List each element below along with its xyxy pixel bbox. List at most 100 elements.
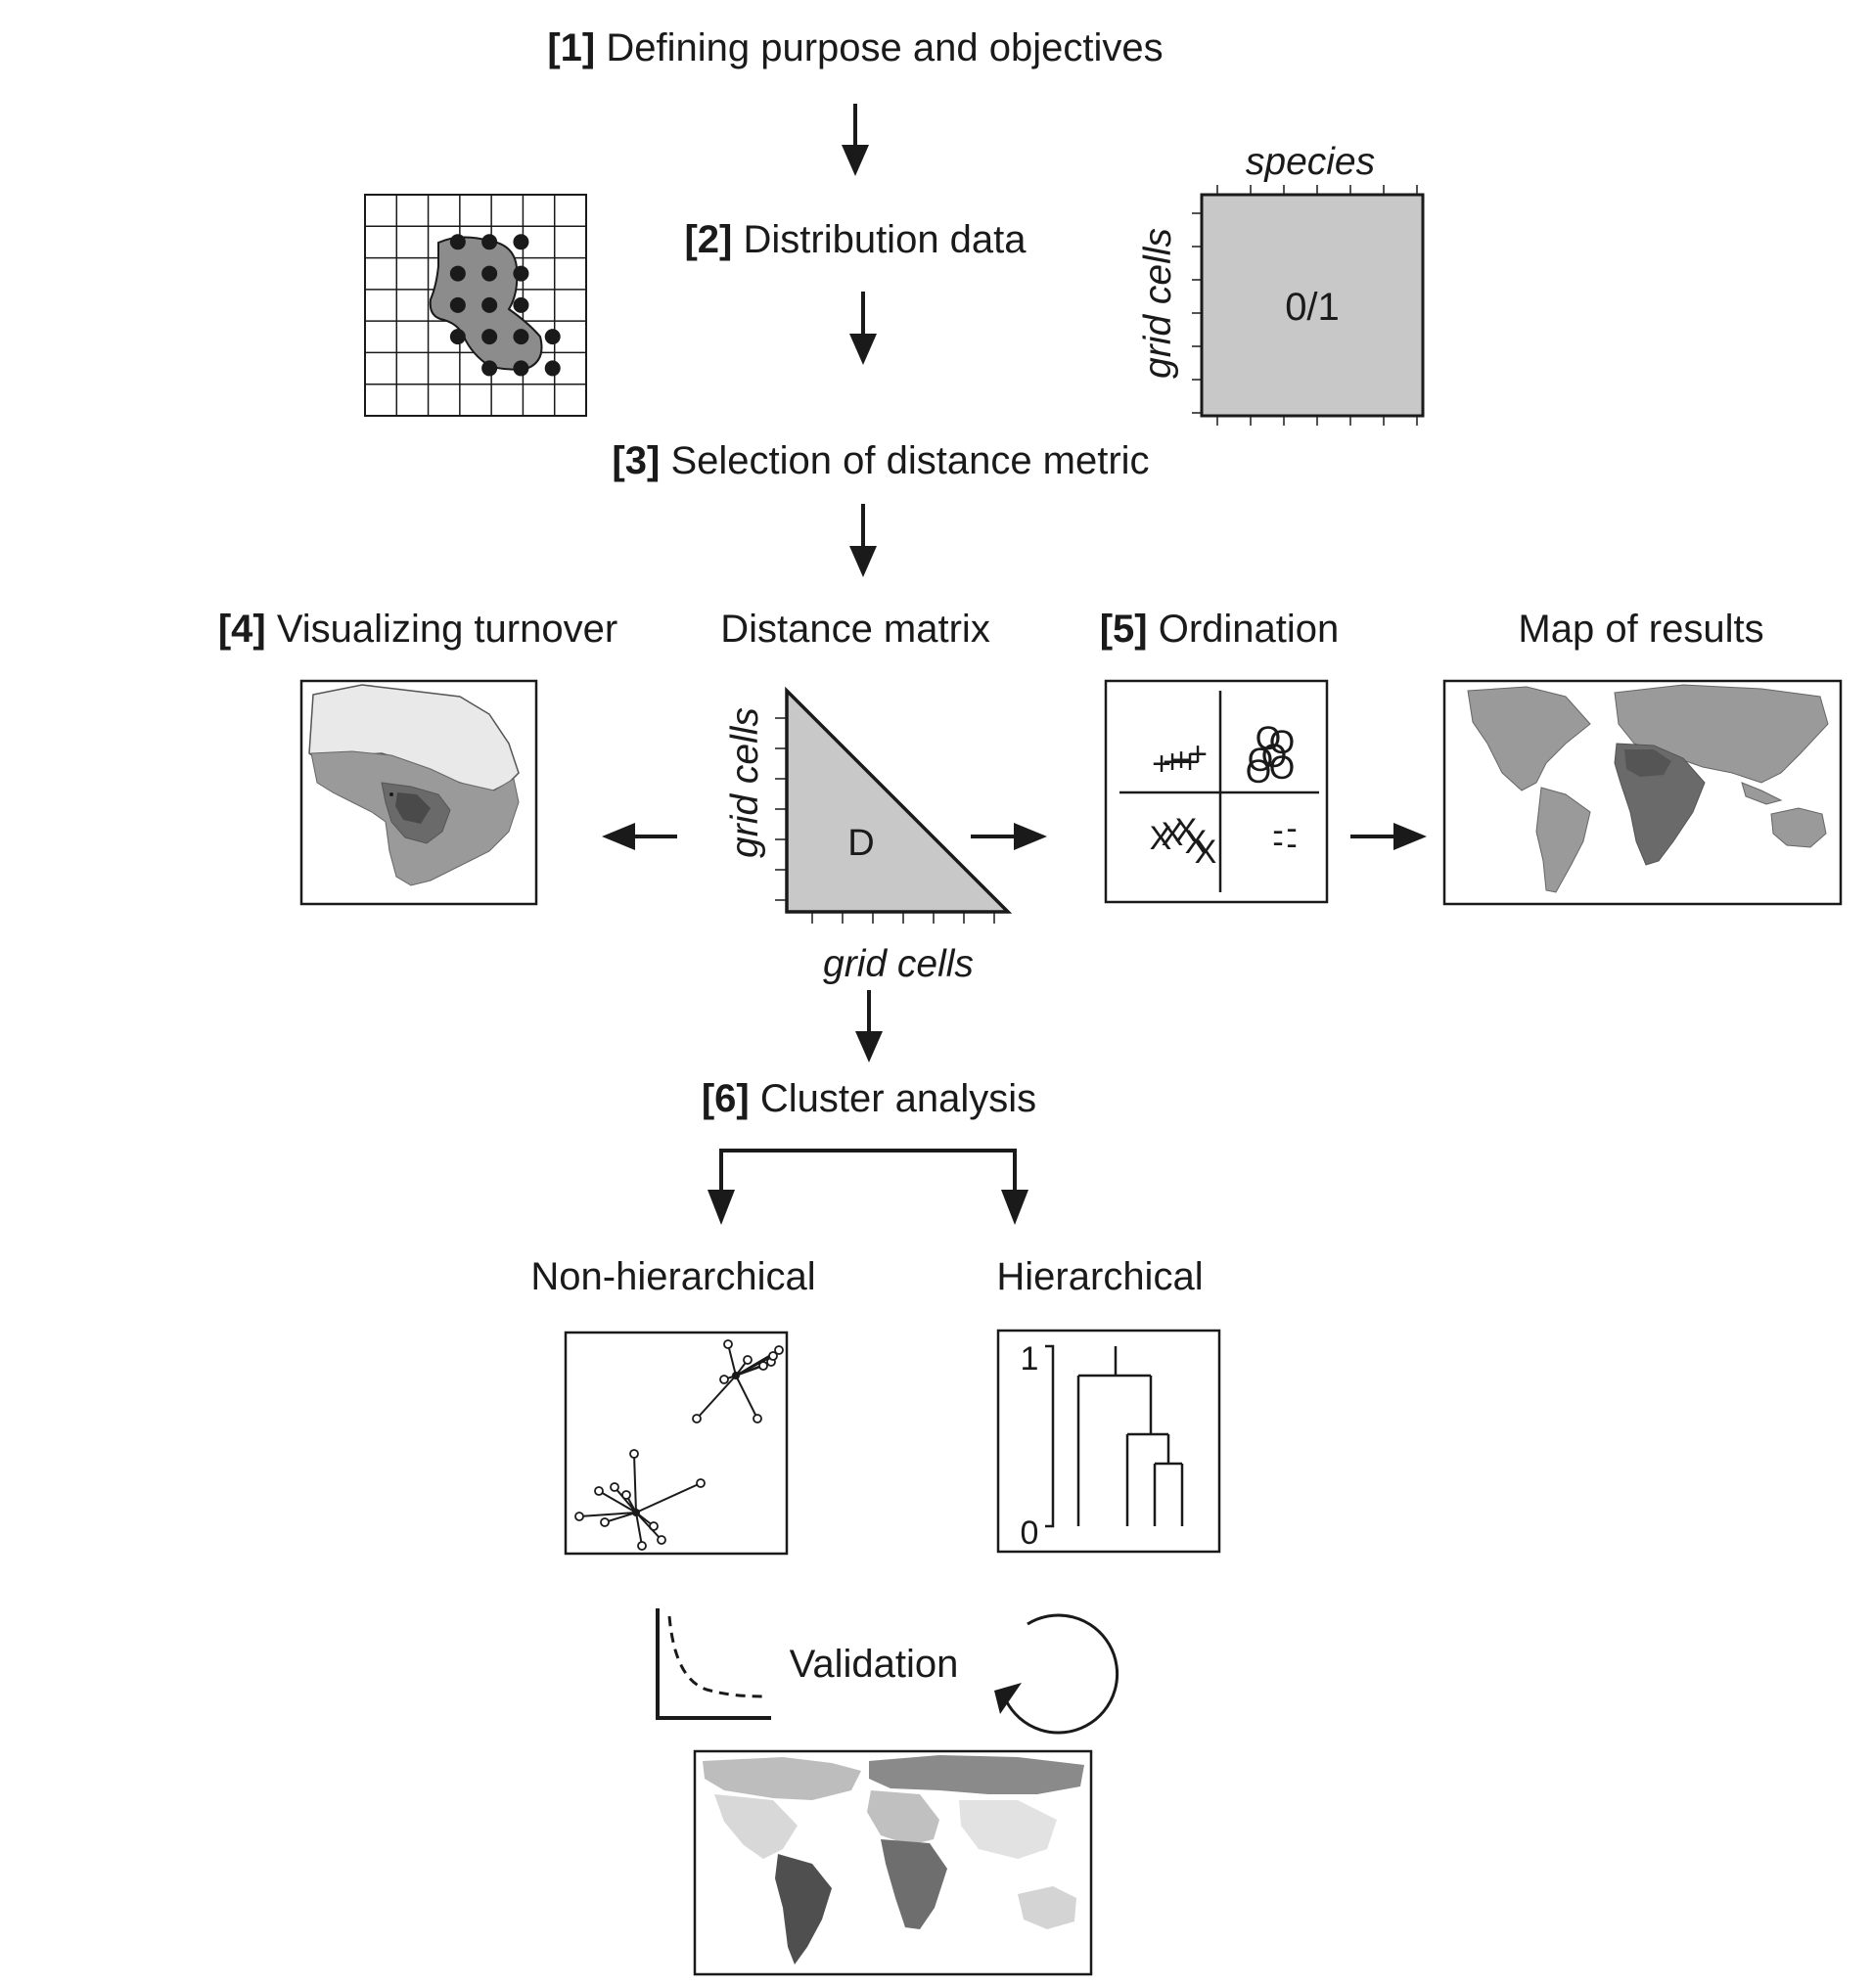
world-map-clusters	[693, 1749, 1093, 1976]
ordination-marker: O	[1269, 724, 1295, 761]
ordination-marker: O	[1246, 753, 1271, 791]
cluster-link	[578, 1512, 637, 1517]
ordination-marker: X	[1185, 824, 1208, 861]
distance-matrix-panel: grid cells D grid cells	[724, 686, 1013, 985]
ordination-marker: +	[1163, 744, 1182, 781]
distance-matrix-label: Distance matrix	[720, 608, 990, 651]
occurrence-dot	[449, 329, 466, 345]
ordination-marker: -	[1286, 810, 1297, 847]
distance-column-axis-label: grid cells	[823, 943, 974, 985]
step-4-title: [4] Visualizing turnover	[218, 608, 617, 651]
ordination-marker: -	[1272, 824, 1283, 861]
occurrence-dot	[544, 360, 561, 377]
ordination-marker: O	[1256, 720, 1281, 757]
cluster-link	[735, 1375, 758, 1420]
occurrence-dot	[513, 360, 529, 377]
arrow-split-bracket	[708, 1149, 1028, 1225]
arrow-step5-to-map	[1350, 823, 1427, 850]
occurrence-dot	[513, 296, 529, 313]
cluster-member	[768, 1351, 778, 1361]
step-3-title: [3] Selection of distance metric	[612, 439, 1149, 482]
distance-matrix-value: D	[847, 823, 874, 864]
ordination-marker: +	[1180, 744, 1200, 781]
dendrogram-ytick-bottom: 0	[1021, 1514, 1039, 1552]
cluster-link	[735, 1355, 774, 1377]
distance-matrix-ticks	[775, 717, 995, 924]
map-of-results-label: Map of results	[1518, 608, 1763, 651]
presence-matrix-box	[1200, 193, 1425, 418]
cluster-member	[723, 1339, 733, 1349]
validation-label: Validation	[790, 1643, 959, 1686]
hierarchical-label: Hierarchical	[996, 1255, 1203, 1298]
presence-row-axis-label: grid cells	[1137, 228, 1179, 379]
dendrogram-tree	[1076, 1346, 1184, 1526]
ordination-marker: X	[1150, 820, 1172, 857]
cluster-member	[719, 1375, 729, 1384]
ordination-marker: -	[1272, 812, 1283, 849]
cluster-member	[696, 1478, 706, 1488]
world-map-results	[1442, 679, 1843, 906]
cluster-member	[657, 1535, 666, 1545]
range-grid-panel	[364, 194, 587, 417]
arrow-step2-to-step3	[849, 292, 877, 365]
non-hierarchical-label: Non-hierarchical	[530, 1255, 815, 1298]
arrow-matrix-to-step6	[855, 990, 883, 1062]
occurrence-dot	[449, 265, 466, 282]
ordination-marker: +	[1188, 736, 1208, 773]
arrow-step3-to-matrix	[849, 504, 877, 577]
occurrence-dot	[449, 296, 466, 313]
occurrence-dot	[481, 265, 498, 282]
presence-matrix-panel: species grid cells 0/1	[1137, 141, 1425, 426]
dendrogram-y-axis	[1045, 1344, 1055, 1528]
cluster-link	[633, 1453, 637, 1514]
presence-matrix-value: 0/1	[1285, 286, 1340, 329]
species-axis-label: species	[1246, 141, 1375, 183]
ordination-marker: O	[1269, 749, 1295, 787]
occurrence-dot	[481, 329, 498, 345]
hierarchical-panel: 1 0	[996, 1329, 1221, 1554]
cluster-member	[774, 1345, 784, 1355]
cluster-link	[604, 1512, 637, 1523]
cluster-member	[594, 1486, 604, 1496]
cluster-link	[727, 1343, 737, 1377]
occurrence-dot	[481, 360, 498, 377]
cluster-member	[600, 1517, 610, 1527]
occurrence-dot	[544, 329, 561, 345]
arrow-matrix-to-step4	[602, 823, 677, 850]
ordination-marker: -	[1286, 826, 1297, 863]
cluster-link	[696, 1375, 737, 1420]
cluster-member	[637, 1541, 647, 1551]
step-1-title: [1] Defining purpose and objectives	[547, 26, 1163, 69]
ordination-marker: +	[1171, 742, 1191, 779]
cluster-member	[610, 1482, 619, 1492]
cluster-member	[629, 1449, 639, 1459]
cluster-member	[753, 1414, 762, 1423]
distance-row-axis-label: grid cells	[724, 707, 766, 858]
occurrence-dot	[481, 296, 498, 313]
step-5-title: [5] Ordination	[1100, 608, 1340, 651]
validation-curve-icon	[656, 1608, 771, 1720]
occurrence-dots	[449, 234, 561, 377]
validation-cycle-icon	[994, 1613, 1119, 1735]
africa-turnover-map	[299, 679, 538, 906]
ordination-marker: O	[1248, 742, 1273, 779]
cluster-member	[692, 1414, 702, 1423]
cluster-member	[743, 1355, 753, 1365]
ordination-marker: X	[1162, 816, 1184, 853]
occurrence-dot	[513, 265, 529, 282]
ordination-marker: X	[1175, 812, 1198, 849]
cluster-star-plot	[574, 1339, 784, 1551]
occurrence-dot	[513, 234, 529, 250]
occurrence-dot	[513, 329, 529, 345]
ordination-marker: +	[1152, 746, 1171, 783]
cluster-link	[598, 1490, 637, 1514]
presence-matrix-ticks	[1192, 185, 1418, 426]
non-hierarchical-panel	[564, 1331, 789, 1556]
cluster-link	[635, 1482, 702, 1514]
dendrogram-ytick-top: 1	[1021, 1340, 1039, 1378]
step-6-title: [6] Cluster analysis	[702, 1077, 1036, 1120]
